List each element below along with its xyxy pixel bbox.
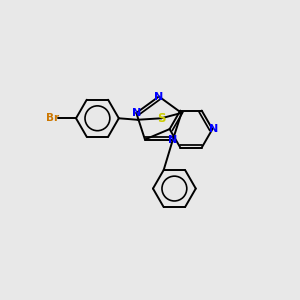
Text: N: N (209, 124, 218, 134)
Text: Br: Br (46, 113, 59, 123)
Text: S: S (157, 112, 166, 125)
Text: N: N (154, 92, 164, 101)
Text: N: N (132, 108, 141, 118)
Text: N: N (168, 134, 178, 145)
